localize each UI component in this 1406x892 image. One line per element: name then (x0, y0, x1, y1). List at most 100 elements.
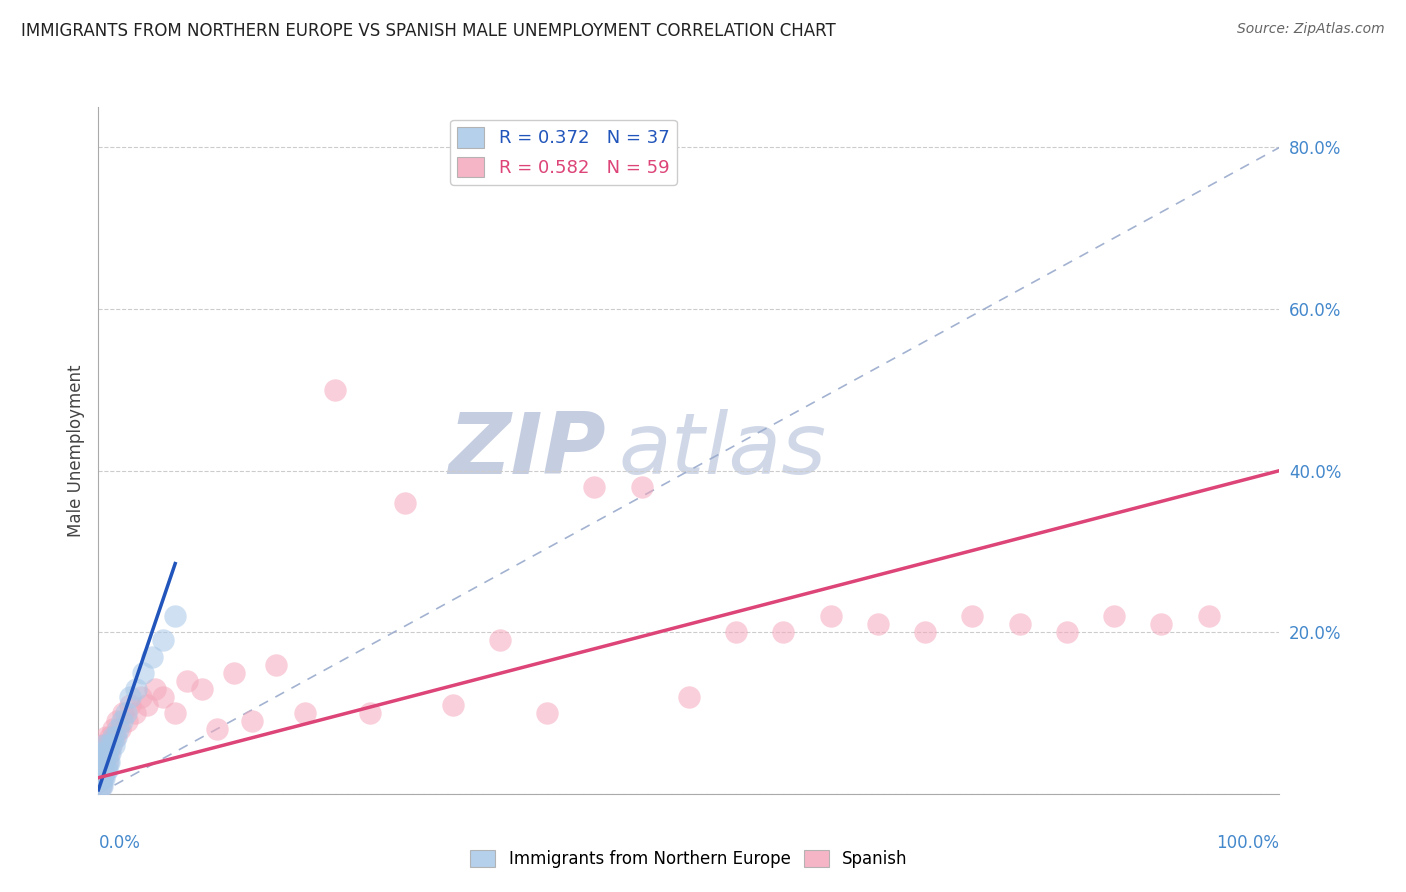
Point (583, 480, 606, 494)
Point (93, 739, 115, 753)
Point (89, 755, 111, 769)
Point (97, 739, 120, 753)
Point (96, 747, 118, 761)
Point (96, 763, 118, 777)
Point (104, 731, 127, 745)
Point (489, 633, 512, 648)
Point (536, 706, 558, 720)
Point (101, 723, 124, 737)
Point (100, 739, 122, 753)
Point (90, 763, 112, 777)
Point (97, 739, 120, 753)
Point (630, 480, 652, 494)
Point (191, 681, 214, 696)
Legend: Immigrants from Northern Europe, Spanish: Immigrants from Northern Europe, Spanish (464, 843, 914, 875)
Point (135, 698, 157, 712)
Point (165, 609, 187, 624)
Point (94, 747, 117, 761)
Point (1198, 609, 1220, 624)
Point (97, 755, 120, 769)
Point (98, 747, 121, 761)
Point (91, 763, 114, 777)
Text: 100.0%: 100.0% (1216, 834, 1279, 852)
Point (820, 609, 842, 624)
Point (90, 747, 112, 761)
Point (132, 665, 155, 680)
Point (141, 649, 163, 664)
Text: Source: ZipAtlas.com: Source: ZipAtlas.com (1237, 22, 1385, 37)
Point (90, 755, 112, 769)
Point (114, 706, 136, 720)
Point (90, 779, 112, 793)
Point (176, 673, 198, 688)
Point (240, 714, 263, 728)
Point (103, 739, 125, 753)
Point (914, 625, 936, 640)
Point (866, 617, 889, 632)
Point (129, 690, 152, 704)
Point (93, 755, 115, 769)
Point (112, 706, 135, 720)
Point (678, 690, 700, 704)
Point (91, 779, 114, 793)
Point (91, 763, 114, 777)
Point (152, 633, 174, 648)
Point (91, 747, 114, 761)
Point (143, 681, 166, 696)
Point (105, 731, 128, 745)
Point (98, 747, 121, 761)
Point (94, 747, 117, 761)
Point (100, 739, 122, 753)
Point (394, 496, 416, 510)
Point (205, 723, 228, 737)
Text: IMMIGRANTS FROM NORTHERN EUROPE VS SPANISH MALE UNEMPLOYMENT CORRELATION CHART: IMMIGRANTS FROM NORTHERN EUROPE VS SPANI… (21, 22, 835, 40)
Point (152, 690, 174, 704)
Point (94, 763, 117, 777)
Point (96, 755, 118, 769)
Point (165, 706, 187, 720)
Point (91, 771, 114, 785)
Point (90, 771, 112, 785)
Y-axis label: Male Unemployment: Male Unemployment (66, 364, 84, 537)
Point (101, 731, 124, 745)
Point (98, 731, 121, 745)
Point (91, 771, 114, 785)
Text: 0.0%: 0.0% (98, 834, 141, 852)
Point (115, 714, 138, 728)
Point (962, 609, 984, 624)
Point (323, 383, 346, 397)
Point (224, 665, 246, 680)
Point (94, 731, 117, 745)
Point (90, 779, 112, 793)
Point (91, 771, 114, 785)
Point (120, 690, 142, 704)
Point (93, 771, 115, 785)
Point (772, 625, 794, 640)
Point (124, 706, 146, 720)
Point (91, 755, 114, 769)
Text: atlas: atlas (619, 409, 827, 492)
Point (93, 739, 115, 753)
Point (441, 698, 464, 712)
Point (89, 771, 111, 785)
Point (264, 657, 287, 672)
Point (359, 706, 381, 720)
Point (91, 747, 114, 761)
Point (98, 755, 121, 769)
Point (89, 779, 111, 793)
Point (93, 755, 115, 769)
Point (1008, 617, 1031, 632)
Point (294, 706, 316, 720)
Point (89, 771, 111, 785)
Point (91, 747, 114, 761)
Point (89, 763, 111, 777)
Text: ZIP: ZIP (449, 409, 606, 492)
Point (91, 739, 114, 753)
Point (125, 681, 148, 696)
Point (1102, 609, 1125, 624)
Point (120, 698, 142, 712)
Point (725, 625, 748, 640)
Point (111, 714, 134, 728)
Point (107, 723, 129, 737)
Point (105, 714, 128, 728)
